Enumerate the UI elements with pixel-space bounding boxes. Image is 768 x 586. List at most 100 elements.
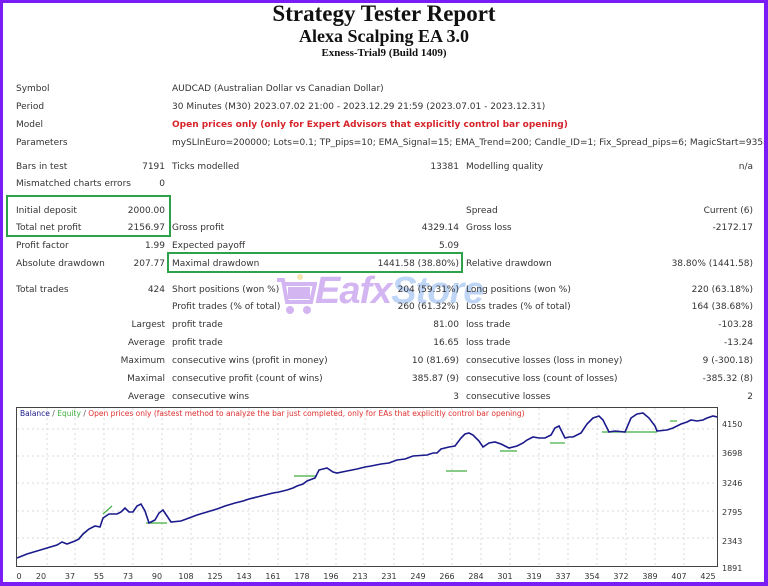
deposit-value: 2000.00: [127, 206, 165, 216]
mismatched-label: Mismatched charts errors: [16, 179, 131, 189]
rel-drawdown-value: 38.80% (1441.58): [671, 259, 753, 269]
average-profit-label: profit trade: [172, 338, 223, 348]
y-tick: 1891: [722, 564, 743, 573]
avg-consec-losses-value: 2: [747, 392, 753, 402]
net-profit-value: 2156.97: [127, 223, 165, 233]
profit-trades-value: 260 (61.32%): [397, 302, 459, 312]
watermark-brand-b: Store: [391, 270, 484, 312]
largest-prefix: Largest: [131, 320, 165, 330]
total-trades-value: 424: [147, 285, 165, 295]
rel-drawdown-label: Relative drawdown: [466, 259, 552, 269]
x-tick: 196: [323, 572, 339, 581]
gross-loss-label: Gross loss: [466, 223, 512, 233]
expected-payoff-value: 5.09: [438, 241, 459, 251]
short-label: Short positions (won %): [172, 285, 280, 295]
symbol-value: AUDCAD (Australian Dollar vs Canadian Do…: [172, 84, 384, 94]
x-tick: 55: [93, 572, 105, 581]
maximal-consec-loss-label: consecutive loss (count of losses): [466, 374, 618, 384]
x-tick: 143: [236, 572, 252, 581]
report-title: Strategy Tester Report: [272, 1, 496, 26]
x-tick: 425: [700, 572, 716, 581]
abs-drawdown-value: 207.77: [133, 259, 166, 269]
period-value: 30 Minutes (M30) 2023.07.02 21:00 - 2023…: [172, 102, 546, 112]
x-tick: 108: [178, 572, 194, 581]
x-tick: 372: [613, 572, 629, 581]
long-value: 220 (63.18%): [691, 285, 753, 295]
avg-consec-losses-label: consecutive losses: [466, 392, 551, 402]
x-tick: 249: [410, 572, 426, 581]
max-drawdown-label: Maximal drawdown: [172, 259, 260, 269]
x-tick: 0: [16, 572, 22, 581]
short-value: 204 (59.31%): [397, 285, 459, 295]
largest-loss-label: loss trade: [466, 320, 511, 330]
avg-consec-wins-label: consecutive wins: [172, 392, 250, 402]
parameters-value: mySLInEuro=200000; Lots=0.1; TP_pips=10;…: [172, 138, 768, 148]
drawdown-highlight-box: [167, 252, 463, 273]
abs-drawdown-label: Absolute drawdown: [16, 259, 105, 269]
loss-trades-value: 164 (38.68%): [691, 302, 753, 312]
legend-equity: Equity: [57, 409, 81, 418]
y-tick: 3246: [722, 479, 743, 488]
mismatched-value: 0: [159, 179, 165, 189]
profit-trades-label: Profit trades (% of total): [172, 302, 281, 312]
x-tick: 231: [381, 572, 397, 581]
gross-loss-value: -2172.17: [712, 223, 753, 233]
balance-chart: [16, 407, 718, 567]
quality-label: Modelling quality: [466, 162, 544, 172]
y-tick: 2795: [722, 508, 743, 517]
avg-consec-prefix: Average: [128, 392, 165, 402]
average-loss-value: -13.24: [723, 338, 753, 348]
largest-profit-value: 81.00: [433, 320, 459, 330]
largest-loss-value: -103.28: [718, 320, 753, 330]
bars-label: Bars in test: [16, 162, 68, 172]
x-tick: 354: [584, 572, 600, 581]
quality-value: n/a: [738, 162, 753, 172]
avg-consec-wins-value: 3: [453, 392, 459, 402]
server-build: Exness-Trial9 (Build 1409): [321, 47, 447, 59]
total-trades-label: Total trades: [16, 285, 69, 295]
x-tick: 20: [35, 572, 47, 581]
spread-label: Spread: [466, 206, 498, 216]
bars-value: 7191: [142, 162, 165, 172]
ticks-value: 13381: [430, 162, 459, 172]
average-profit-value: 16.65: [433, 338, 459, 348]
gross-profit-label: Gross profit: [172, 223, 225, 233]
x-tick: 213: [352, 572, 368, 581]
gross-profit-value: 4329.14: [421, 223, 459, 233]
profit-factor-label: Profit factor: [16, 241, 69, 251]
chart-plot: [16, 408, 718, 566]
x-tick: 125: [207, 572, 223, 581]
y-tick: 4150: [722, 420, 743, 429]
model-value: Open prices only (only for Expert Adviso…: [172, 120, 568, 130]
ea-name: Alexa Scalping EA 3.0: [298, 26, 470, 46]
y-tick: 2343: [722, 537, 743, 546]
model-label: Model: [16, 120, 44, 130]
maximal-consec-loss-value: -385.32 (8): [702, 374, 753, 384]
maximum-prefix: Maximum: [120, 356, 165, 366]
max-drawdown-value: 1441.58 (38.80%): [377, 259, 459, 269]
deposit-label: Initial deposit: [16, 206, 77, 216]
max-consec-wins-value: 10 (81.69): [411, 356, 459, 366]
watermark: EafxStore: [275, 270, 505, 322]
net-profit-label: Total net profit: [16, 223, 82, 233]
y-tick: 3698: [722, 449, 743, 458]
deposit-highlight-box: [6, 195, 171, 237]
maximal-consec-profit-value: 385.87 (9): [411, 374, 459, 384]
x-tick: 301: [497, 572, 513, 581]
average-loss-label: loss trade: [466, 338, 511, 348]
cart-icon: [277, 274, 318, 314]
max-consec-wins-label: consecutive wins (profit in money): [172, 356, 328, 366]
parameters-label: Parameters: [16, 138, 68, 148]
loss-trades-label: Loss trades (% of total): [466, 302, 571, 312]
watermark-brand-a: Eafx: [315, 270, 392, 312]
x-tick: 73: [122, 572, 134, 581]
x-tick: 161: [265, 572, 281, 581]
x-tick: 266: [439, 572, 455, 581]
x-tick: 337: [555, 572, 571, 581]
profit-factor-value: 1.99: [144, 241, 165, 251]
expected-payoff-label: Expected payoff: [172, 241, 246, 251]
x-tick: 90: [151, 572, 163, 581]
x-tick: 37: [64, 572, 76, 581]
max-consec-losses-value: 9 (-300.18): [702, 356, 753, 366]
maximal-prefix: Maximal: [127, 374, 165, 384]
